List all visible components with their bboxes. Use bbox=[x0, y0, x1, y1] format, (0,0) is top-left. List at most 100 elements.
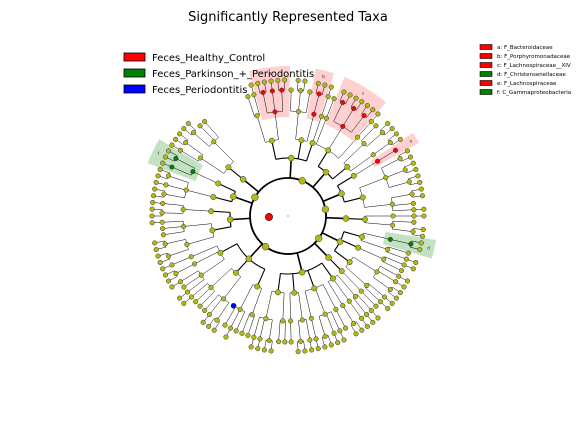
taxon-node bbox=[297, 88, 304, 94]
branch-line bbox=[248, 243, 263, 260]
taxon-node bbox=[381, 294, 388, 300]
taxon-node bbox=[297, 338, 304, 344]
taxon-node bbox=[370, 107, 376, 113]
taxon-node bbox=[354, 134, 361, 140]
taxon-node bbox=[361, 216, 368, 223]
taxon-node bbox=[410, 266, 416, 272]
branch-line bbox=[259, 318, 265, 339]
branch-line bbox=[199, 125, 215, 142]
branch-line bbox=[292, 273, 295, 293]
taxon-node bbox=[415, 173, 421, 179]
branch-line bbox=[381, 158, 401, 169]
taxon-node bbox=[150, 199, 156, 206]
taxon-node bbox=[419, 233, 426, 239]
branch-line bbox=[175, 158, 195, 169]
branch-line bbox=[212, 226, 232, 231]
taxon-node bbox=[368, 118, 374, 125]
taxon-node bbox=[157, 166, 163, 173]
taxon-node bbox=[193, 299, 199, 305]
taxon-node bbox=[239, 330, 245, 336]
taxon-node bbox=[370, 152, 376, 158]
taxon-node bbox=[404, 148, 410, 154]
branch-line bbox=[322, 284, 337, 310]
branch-line bbox=[171, 166, 192, 176]
key-label: e: F_Lachnospiraceae bbox=[497, 81, 557, 87]
taxon-node bbox=[302, 78, 308, 84]
branch-line bbox=[211, 210, 231, 213]
taxon-node bbox=[181, 300, 187, 306]
branch-line bbox=[392, 220, 414, 223]
taxon-node bbox=[417, 247, 423, 253]
taxon-node bbox=[361, 113, 367, 119]
taxon-node bbox=[288, 318, 294, 324]
taxon-node bbox=[223, 334, 229, 340]
taxon-node bbox=[227, 325, 234, 331]
branch-line bbox=[353, 297, 367, 315]
branch-line bbox=[306, 114, 315, 142]
branch-line bbox=[262, 92, 268, 114]
branch-line bbox=[216, 302, 230, 321]
branch-line bbox=[380, 265, 399, 277]
taxon-node bbox=[358, 288, 364, 294]
legend-label: Feces_Healthy_Control bbox=[152, 53, 265, 64]
taxon-node bbox=[387, 139, 393, 145]
branch-line bbox=[390, 239, 411, 245]
taxon-node bbox=[153, 247, 159, 253]
branch-line bbox=[385, 169, 406, 178]
branch-line bbox=[345, 266, 367, 286]
branch-line bbox=[333, 102, 343, 122]
taxon-node bbox=[407, 154, 414, 160]
branch-line bbox=[389, 181, 410, 188]
branch-line bbox=[342, 108, 354, 127]
taxon-node bbox=[411, 219, 417, 225]
branch-line bbox=[298, 292, 303, 321]
taxon-node bbox=[307, 337, 313, 343]
taxon-node bbox=[322, 344, 328, 350]
taxon-node bbox=[385, 120, 391, 127]
taxon-node bbox=[322, 311, 328, 317]
taxon-node bbox=[359, 99, 365, 105]
taxon-node bbox=[200, 319, 206, 325]
branch-line bbox=[315, 287, 326, 315]
taxon-node bbox=[233, 269, 239, 276]
cladogram-nodes bbox=[149, 77, 427, 355]
branch-line bbox=[217, 182, 236, 192]
taxon-node bbox=[418, 186, 424, 192]
taxon-node bbox=[160, 266, 166, 272]
taxon-node bbox=[173, 136, 179, 142]
legend-label: Feces_Parkinson_+_Periodontitis bbox=[152, 69, 314, 80]
taxon-node bbox=[410, 200, 416, 207]
taxon-node bbox=[374, 269, 380, 275]
branch-line bbox=[289, 158, 293, 179]
branch-line bbox=[220, 243, 238, 254]
taxon-node bbox=[359, 327, 365, 333]
taxon-node bbox=[397, 290, 403, 296]
branch-line bbox=[357, 294, 372, 311]
taxon-node bbox=[401, 262, 407, 268]
taxon-node bbox=[266, 338, 272, 344]
branch-line bbox=[253, 94, 260, 115]
branch-line bbox=[334, 250, 350, 263]
branch-line bbox=[272, 90, 276, 112]
branch-line bbox=[357, 121, 372, 138]
taxon-node bbox=[351, 320, 357, 327]
taxon-node bbox=[260, 89, 266, 96]
taxon-node bbox=[180, 206, 186, 213]
taxon-node bbox=[421, 213, 427, 219]
taxon-node bbox=[389, 300, 395, 306]
taxon-node bbox=[418, 240, 424, 246]
taxon-node bbox=[392, 279, 399, 285]
taxon-node bbox=[311, 285, 318, 292]
taxon-node bbox=[341, 89, 347, 95]
taxon-node bbox=[353, 331, 359, 337]
taxon-node bbox=[322, 82, 328, 88]
taxon-node bbox=[161, 191, 167, 197]
branch-line bbox=[322, 192, 342, 203]
branch-line bbox=[366, 132, 383, 147]
taxon-node bbox=[390, 213, 396, 219]
taxon-node bbox=[160, 232, 166, 238]
taxon-node bbox=[268, 78, 274, 84]
taxon-node bbox=[359, 233, 366, 240]
taxon-node bbox=[251, 92, 257, 98]
taxon-node bbox=[387, 236, 393, 242]
